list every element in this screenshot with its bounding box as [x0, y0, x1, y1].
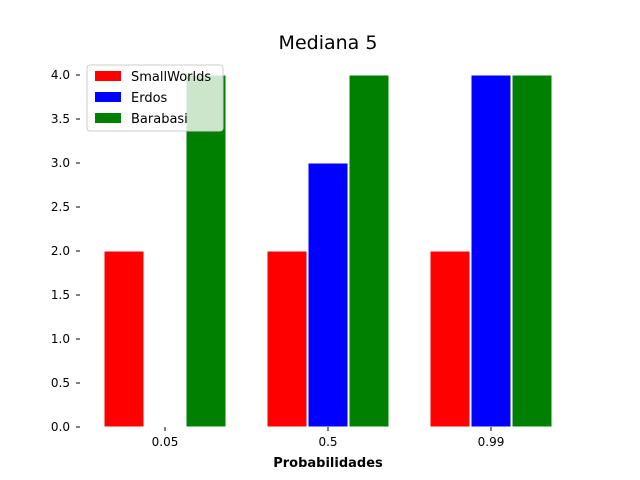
bars-group: [103, 74, 553, 428]
chart-title: Mediana 5: [279, 32, 378, 54]
legend-swatch-barabasi: [95, 113, 121, 123]
y-tick-label: 4.0: [51, 68, 70, 82]
x-axis-label: Probabilidades: [273, 456, 383, 471]
legend-label-erdos: Erdos: [131, 91, 168, 106]
bar-smallworlds-0.05: [103, 250, 145, 428]
x-tick-label: 0.99: [478, 435, 505, 449]
x-tick-label: 0.5: [318, 435, 337, 449]
legend-swatch-smallworlds: [95, 71, 121, 81]
x-axis: 0.05 0.5 0.99: [152, 427, 505, 449]
y-tick-label: 0.0: [51, 420, 70, 434]
x-tick-label: 0.05: [152, 435, 179, 449]
y-tick-label: 2.5: [51, 200, 70, 214]
y-tick-label: 2.0: [51, 244, 70, 258]
bar-smallworlds-0.5: [266, 250, 308, 428]
legend-swatch-erdos: [95, 92, 121, 102]
y-tick-label: 1.0: [51, 332, 70, 346]
legend-label-barabasi: Barabasi: [131, 112, 188, 127]
y-tick-label: 0.5: [51, 376, 70, 390]
bar-barabasi-0.5: [348, 74, 390, 428]
bar-barabasi-0.99: [511, 74, 553, 428]
legend-label-smallworlds: SmallWorlds: [131, 70, 211, 85]
bar-erdos-0.99: [470, 74, 512, 428]
y-tick-label: 3.0: [51, 156, 70, 170]
bar-barabasi-0.05: [185, 74, 227, 428]
legend: SmallWorlds Erdos Barabasi: [86, 64, 224, 132]
y-tick-label: 3.5: [51, 112, 70, 126]
y-tick-label: 1.5: [51, 288, 70, 302]
bar-smallworlds-0.99: [429, 250, 471, 428]
y-axis: 0.0 0.5 1.0 1.5 2.0 2.5 3.0 3.5 4.0: [51, 68, 80, 434]
bar-erdos-0.5: [307, 162, 349, 428]
